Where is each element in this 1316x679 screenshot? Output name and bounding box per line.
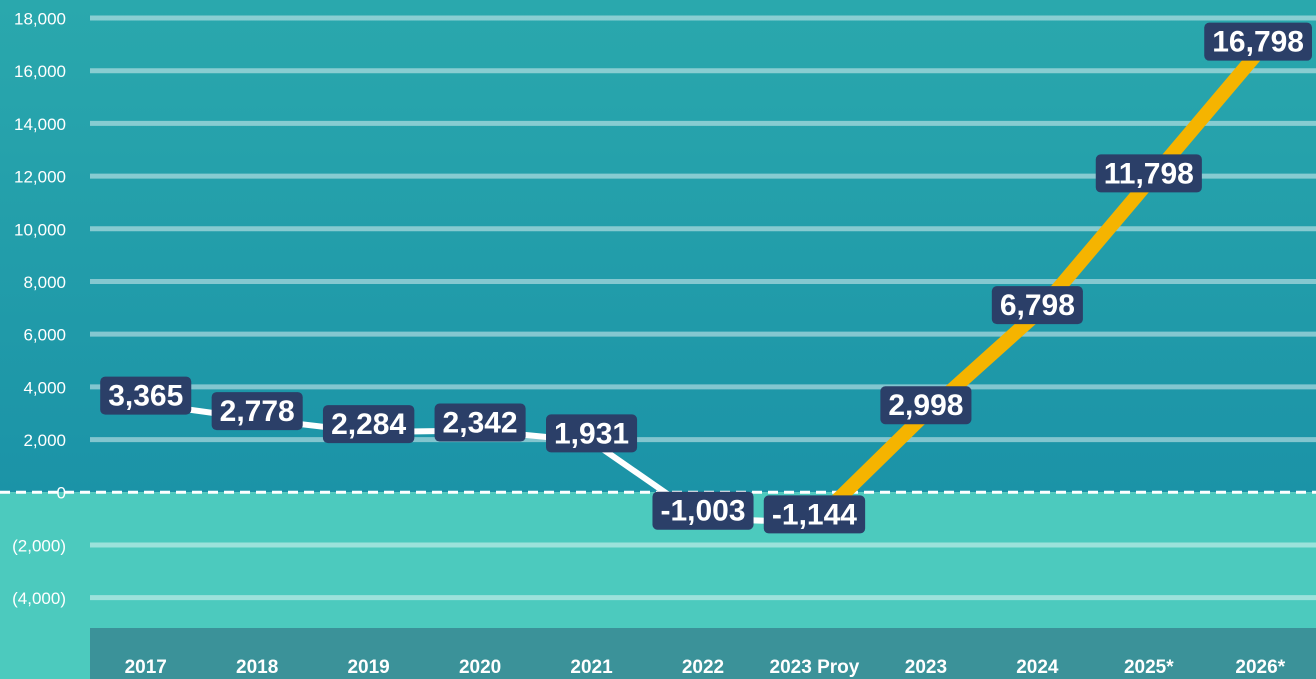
y-tick-label: 12,000	[14, 168, 66, 187]
value-label: 3,365	[108, 380, 183, 413]
y-tick-label: (2,000)	[12, 536, 66, 555]
y-tick-label: 14,000	[14, 115, 66, 134]
y-tick-label: 16,000	[14, 62, 66, 81]
value-label-box	[991, 286, 1083, 325]
value-label: 2,342	[443, 406, 518, 439]
value-label: 2,284	[331, 408, 406, 441]
value-label-group: -1,144	[763, 495, 866, 534]
x-tick-label: 2023 Proy	[770, 657, 860, 678]
value-label-box	[546, 414, 638, 453]
value-label-group: 3,365	[100, 376, 192, 415]
value-label-box	[652, 491, 754, 530]
x-tick-label: 2017	[125, 657, 167, 678]
background-positive	[0, 0, 1316, 493]
value-label: 11,798	[1104, 157, 1194, 190]
value-label: 2,998	[888, 389, 963, 422]
y-tick-label: 0	[57, 484, 66, 503]
value-label-box	[880, 386, 972, 425]
y-tick-label: 8,000	[23, 273, 66, 292]
value-label-group: 1,931	[546, 414, 638, 453]
value-label: 2,778	[220, 395, 295, 428]
x-axis-band	[90, 628, 1316, 679]
value-label-box	[100, 376, 192, 415]
value-label-box	[434, 403, 526, 442]
x-tick-label: 2021	[570, 657, 613, 678]
value-label: 6,798	[1000, 289, 1075, 322]
y-tick-label: 10,000	[14, 220, 66, 239]
y-tick-label: 4,000	[23, 378, 66, 397]
x-tick-label: 2019	[347, 657, 389, 678]
value-label-group: 2,284	[322, 405, 415, 444]
value-label-group: 6,798	[991, 286, 1083, 325]
value-label-box	[322, 405, 415, 444]
x-tick-label: 2022	[682, 657, 724, 678]
y-tick-label: (4,000)	[12, 589, 66, 608]
x-tick-label: 2018	[236, 657, 278, 678]
value-label-group: 11,798	[1095, 154, 1202, 193]
value-label-group: 2,778	[211, 392, 303, 431]
value-label-box	[1204, 22, 1312, 61]
value-label-box	[763, 495, 866, 534]
y-tick-label: 18,000	[14, 9, 66, 28]
value-label-group: -1,003	[652, 491, 754, 530]
value-label-box	[211, 392, 303, 431]
y-tick-label: 2,000	[23, 431, 66, 450]
value-label-group: 2,998	[880, 386, 972, 425]
value-label-group: 16,798	[1204, 22, 1312, 61]
y-tick-label: 6,000	[23, 326, 66, 345]
value-label: 16,798	[1212, 26, 1304, 59]
x-tick-label: 2024	[1016, 657, 1059, 678]
value-label-box	[1095, 154, 1202, 193]
value-label: -1,144	[772, 498, 857, 531]
value-label-group: 2,342	[434, 403, 526, 442]
x-tick-label: 2023	[905, 657, 947, 678]
x-tick-label: 2026*	[1235, 657, 1285, 678]
x-tick-label: 2025*	[1124, 657, 1174, 678]
value-label: -1,003	[660, 495, 745, 528]
x-tick-label: 2020	[459, 657, 501, 678]
value-label: 1,931	[554, 417, 629, 450]
